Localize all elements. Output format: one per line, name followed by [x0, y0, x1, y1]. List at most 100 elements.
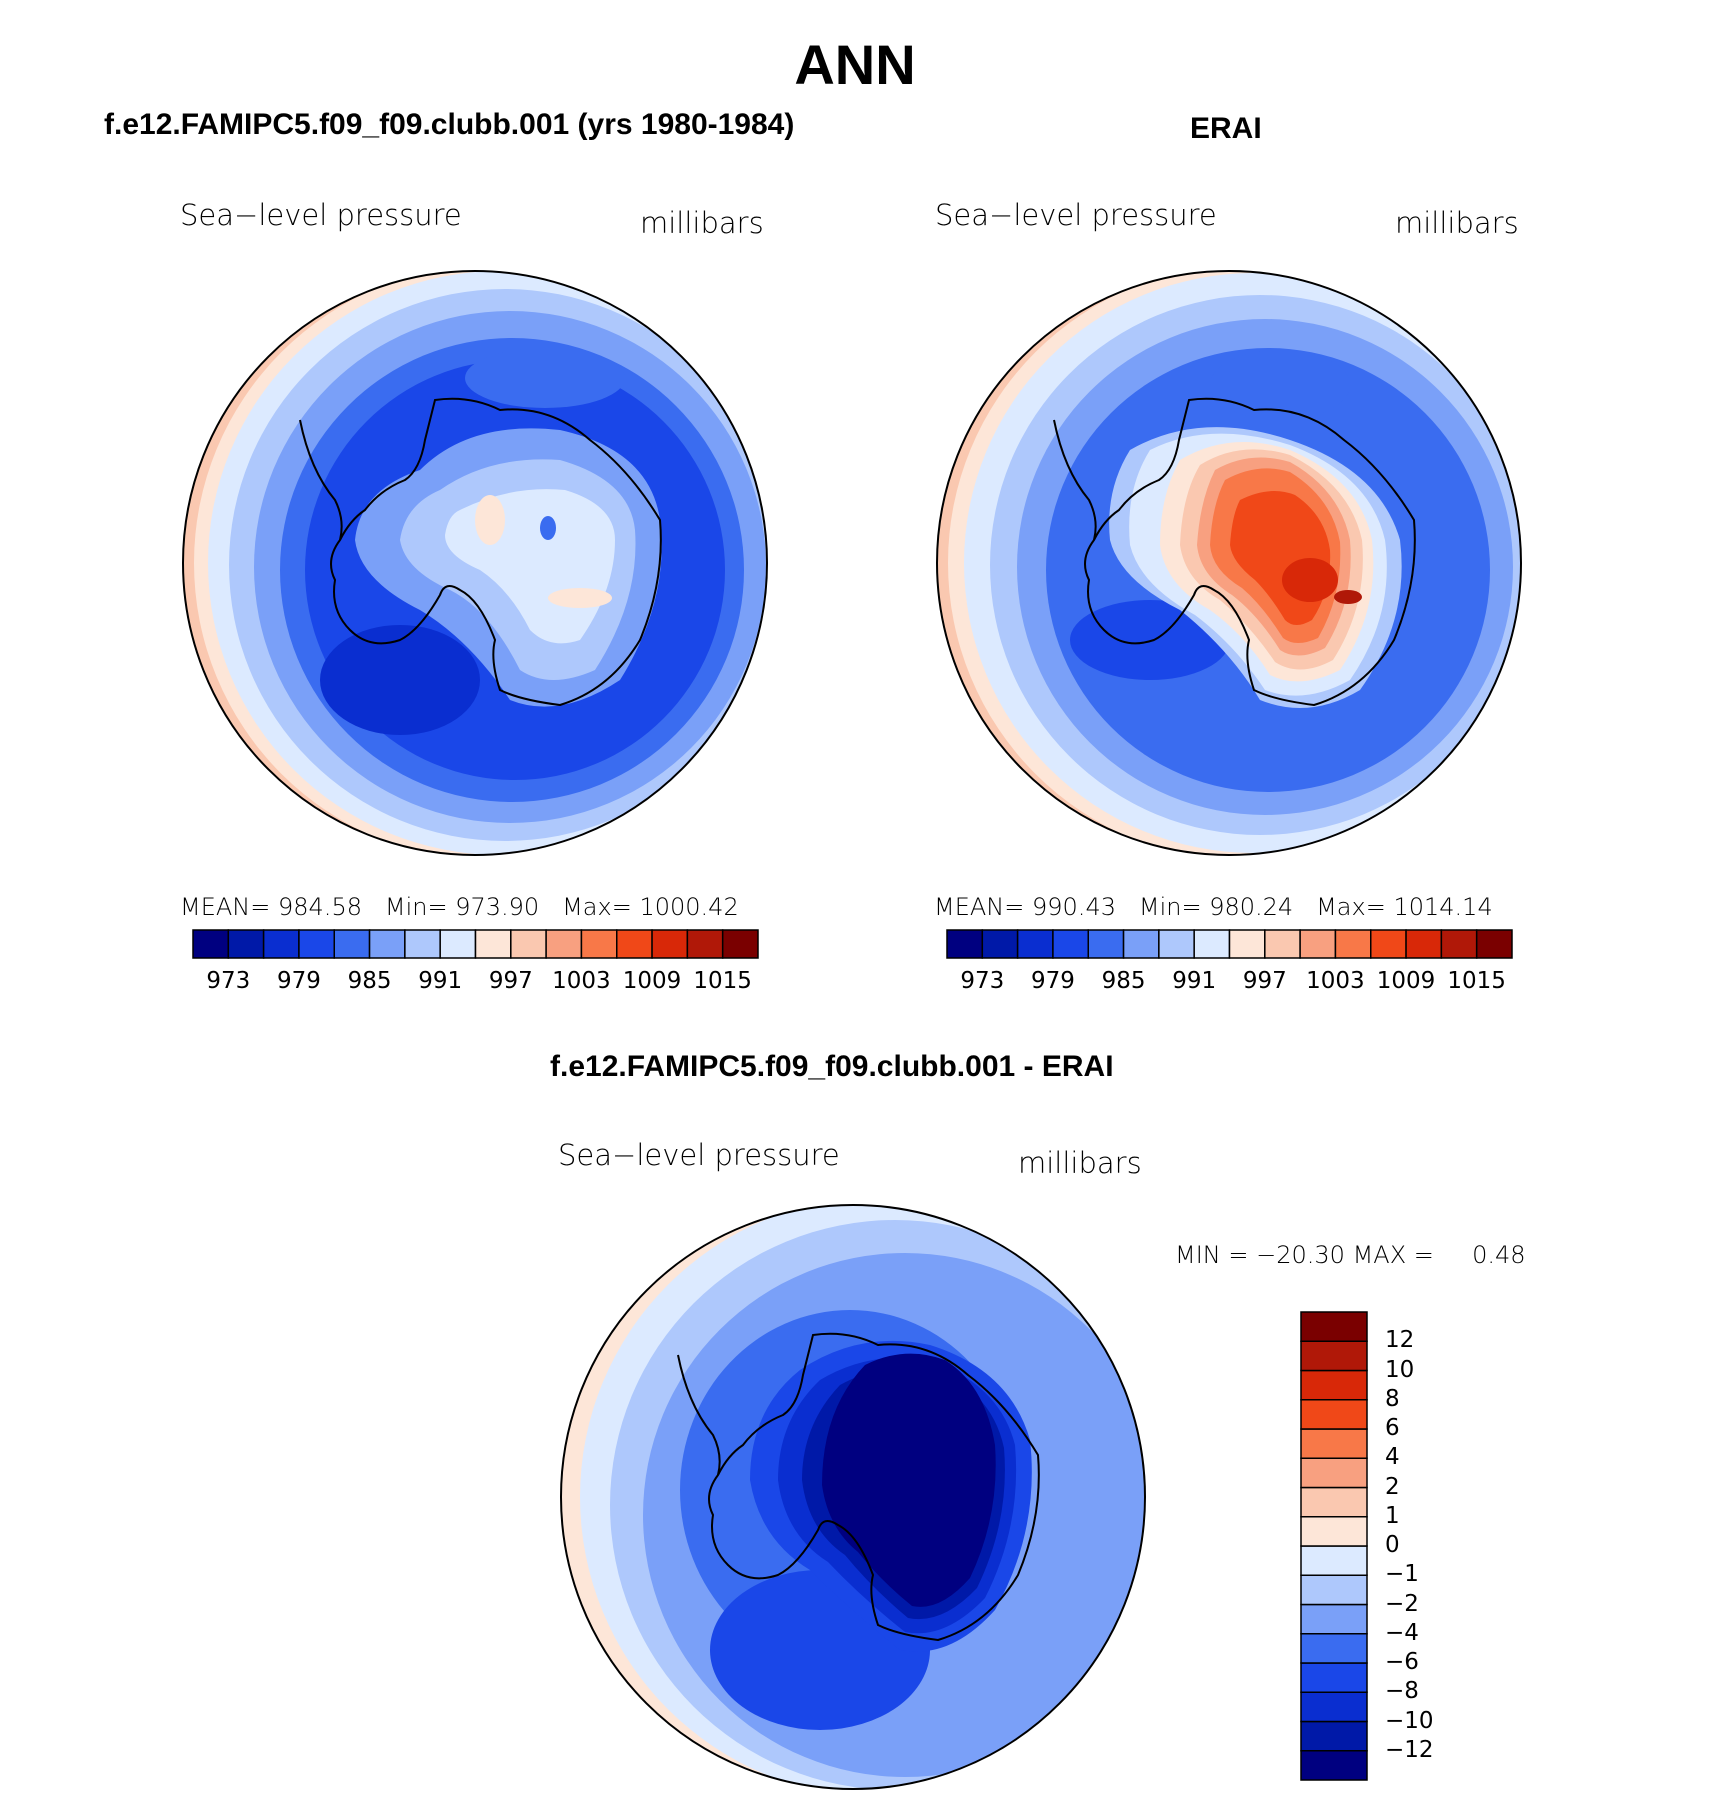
colorbar-tick-label: 0 [1385, 1532, 1400, 1558]
panel-1-colorbar [192, 929, 759, 959]
panel-2-mean: 990.43 [1032, 893, 1116, 921]
colorbar-tick-label: 4 [1385, 1444, 1400, 1471]
colorbar-swatch [616, 929, 653, 959]
colorbar-swatch [1300, 1633, 1368, 1664]
colorbar-tick-label: 1015 [1447, 968, 1506, 994]
colorbar-swatch [721, 929, 759, 959]
colorbar-tick-label: 997 [488, 968, 533, 994]
panel-1-min: 973.90 [455, 893, 540, 921]
colorbar-swatch [1300, 1457, 1368, 1489]
colorbar-swatch [1300, 1399, 1368, 1430]
colorbar-swatch [1299, 929, 1337, 959]
colorbar-tick-label: 985 [1101, 968, 1146, 994]
colorbar-swatch [333, 929, 371, 959]
colorbar-swatch [1087, 929, 1125, 959]
colorbar-swatch [1300, 1662, 1368, 1693]
colorbar-tick-label: 1003 [1306, 968, 1365, 994]
panel-2-stats: MEAN= 990.43 Min= 980.24 Max= 1014.14 [934, 893, 1493, 921]
panel-1-units: millibars [640, 206, 764, 240]
colorbar-tick-label: −10 [1385, 1707, 1434, 1734]
colorbar-swatch [1334, 929, 1372, 959]
colorbar-swatch [651, 929, 689, 959]
panel-2-min: 980.24 [1209, 893, 1294, 921]
colorbar-swatch [1300, 1428, 1368, 1459]
colorbar-tick-label: 991 [418, 968, 463, 994]
colorbar-tick-label: 979 [276, 968, 321, 994]
colorbar-swatch [1052, 929, 1089, 959]
colorbar-tick-label: 985 [347, 968, 392, 994]
panel-1-max: 1000.42 [639, 893, 739, 921]
panel-2-coastline [1053, 397, 1416, 707]
panel-3-title: f.e12.FAMIPC5.f09_f09.clubb.001 - ERAI [550, 1050, 1114, 1083]
colorbar-tick-label: 1015 [693, 968, 752, 994]
colorbar-swatch [404, 929, 441, 959]
colorbar-tick-label: 973 [960, 968, 1005, 994]
colorbar-swatch [1475, 929, 1513, 959]
panel-2-max: 1014.14 [1393, 893, 1493, 921]
panel-3-coastline [677, 1332, 1040, 1642]
panel-3-colorbar [1300, 1311, 1368, 1781]
colorbar-swatch [1300, 1691, 1368, 1723]
colorbar-tick-label: −1 [1385, 1561, 1419, 1588]
panel-1-contours [183, 271, 767, 855]
colorbar-swatch [1300, 1516, 1368, 1547]
colorbar-swatch [298, 929, 335, 959]
colorbar-swatch [1300, 1369, 1368, 1401]
colorbar-tick-label: −8 [1385, 1678, 1419, 1705]
panel-2-colorbar-ticks: 973 979 985 991 997 1003 1009 1015 [947, 968, 1512, 998]
panel-1-colorbar-ticks: 973 979 985 991 997 1003 1009 1015 [193, 968, 758, 998]
panel-1-variable: Sea−level pressure [180, 198, 462, 232]
panel-3-max: 0.48 [1472, 1241, 1526, 1269]
colorbar-swatch [1264, 929, 1301, 959]
colorbar-tick-label: 973 [206, 968, 251, 994]
colorbar-swatch [1158, 929, 1195, 959]
colorbar-swatch [1440, 929, 1478, 959]
colorbar-swatch [262, 929, 300, 959]
colorbar-swatch [474, 929, 512, 959]
colorbar-swatch [368, 929, 406, 959]
colorbar-tick-label: 1 [1385, 1502, 1400, 1529]
colorbar-swatch [1300, 1720, 1368, 1752]
colorbar-tick-label: 979 [1030, 968, 1075, 994]
colorbar-tick-label: 1003 [552, 968, 611, 994]
colorbar-tick-label: 997 [1242, 968, 1287, 994]
panel-2-title: ERAI [1190, 112, 1262, 145]
colorbar-tick-label: 10 [1385, 1356, 1415, 1383]
colorbar-tick-label: 2 [1385, 1473, 1400, 1500]
panel-1-coastline [299, 397, 662, 707]
colorbar-swatch [1300, 1311, 1368, 1342]
colorbar-tick-label: −2 [1385, 1590, 1419, 1617]
colorbar-tick-label: 991 [1172, 968, 1217, 994]
colorbar-swatch [981, 929, 1019, 959]
colorbar-swatch [1300, 1750, 1368, 1781]
colorbar-swatch [946, 929, 984, 959]
colorbar-tick-label: 8 [1385, 1385, 1400, 1412]
colorbar-swatch [1300, 1486, 1368, 1518]
colorbar-tick-label: −4 [1385, 1619, 1419, 1646]
colorbar-swatch [1122, 929, 1160, 959]
colorbar-tick-label: −12 [1385, 1736, 1434, 1763]
colorbar-swatch [1300, 1545, 1368, 1576]
colorbar-tick-label: 6 [1385, 1415, 1400, 1441]
colorbar-swatch [1228, 929, 1266, 959]
colorbar-swatch [580, 929, 618, 959]
panel-1-mean: 984.58 [278, 893, 362, 921]
colorbar-swatch [1016, 929, 1054, 959]
colorbar-swatch [545, 929, 583, 959]
panel-3-variable: Sea−level pressure [558, 1138, 840, 1172]
panel-3-units: millibars [1018, 1146, 1142, 1180]
colorbar-tick-label: 1009 [622, 968, 682, 994]
colorbar-swatch [1300, 1340, 1368, 1372]
colorbar-swatch [1300, 1603, 1368, 1635]
colorbar-swatch [439, 929, 477, 959]
colorbar-swatch [510, 929, 547, 959]
colorbar-tick-label: 1009 [1376, 968, 1436, 994]
colorbar-swatch [1370, 929, 1407, 959]
colorbar-swatch [1300, 1574, 1368, 1606]
panel-2-variable: Sea−level pressure [935, 198, 1217, 232]
panel-2-units: millibars [1395, 206, 1519, 240]
panel-3-contours [561, 1205, 1145, 1789]
panel-2-contours [937, 271, 1521, 855]
panel-2-colorbar [946, 929, 1513, 959]
